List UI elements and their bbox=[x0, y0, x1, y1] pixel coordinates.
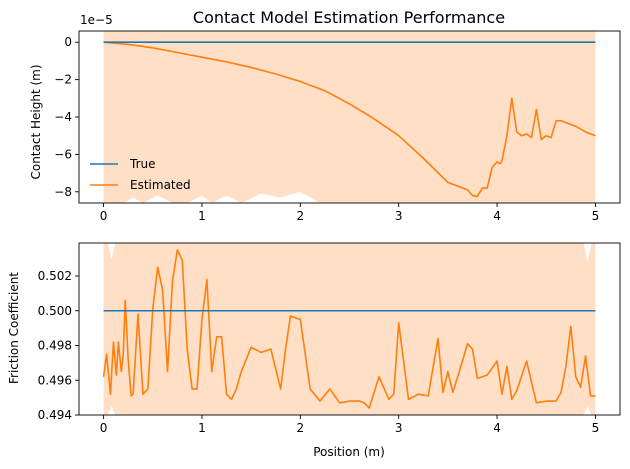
y-tick-label: 0.500 bbox=[38, 304, 72, 318]
top-offset-label: 1e−5 bbox=[80, 13, 113, 27]
axes-frame bbox=[78, 242, 621, 416]
x-tick-label: 5 bbox=[592, 421, 600, 435]
bottom-axes: 0 1 2 3 4 5 0.494 0.496 0.498 0.500 0.502 bbox=[38, 242, 621, 435]
uncertainty-band bbox=[103, 31, 596, 203]
x-tick-label: 2 bbox=[296, 209, 304, 223]
top-ylabel: Contact Height (m) bbox=[29, 64, 43, 179]
legend: True Estimated bbox=[90, 157, 191, 192]
legend-label: True bbox=[129, 157, 156, 171]
y-tick-label: 0.498 bbox=[38, 339, 72, 353]
chart-title: Contact Model Estimation Performance bbox=[193, 8, 505, 27]
bottom-ylabel: Friction Coefficient bbox=[7, 272, 21, 384]
y-tick-label: 0.502 bbox=[38, 269, 72, 283]
x-tick-label: 5 bbox=[592, 209, 600, 223]
x-tick-label: 0 bbox=[100, 209, 108, 223]
y-tick-label: 0.496 bbox=[38, 373, 72, 387]
y-tick-label: −8 bbox=[54, 185, 72, 199]
series-estimated bbox=[102, 249, 596, 409]
x-tick-label: 2 bbox=[296, 421, 304, 435]
y-tick-label: −2 bbox=[54, 73, 72, 87]
x-tick-label: 1 bbox=[198, 209, 206, 223]
y-tick-label: −4 bbox=[54, 110, 72, 124]
y-tick-label: 0 bbox=[64, 35, 72, 49]
x-tick-label: 3 bbox=[395, 209, 403, 223]
x-tick-label: 0 bbox=[100, 421, 108, 435]
x-tick-label: 3 bbox=[395, 421, 403, 435]
plot-area bbox=[102, 243, 596, 415]
y-tick-label: −6 bbox=[54, 147, 72, 161]
x-tick-label: 4 bbox=[493, 421, 501, 435]
legend-label: Estimated bbox=[130, 178, 191, 192]
bottom-xlabel: Position (m) bbox=[313, 445, 385, 459]
series-estimated bbox=[103, 41, 596, 198]
x-tick-label: 1 bbox=[198, 421, 206, 435]
uncertainty-band bbox=[103, 243, 596, 415]
plot-area bbox=[103, 31, 596, 203]
top-axes: 0 1 2 3 4 5 0 −2 −4 −6 −8 True Estimated bbox=[54, 30, 621, 223]
x-tick-label: 4 bbox=[493, 209, 501, 223]
y-tick-label: 0.494 bbox=[38, 408, 72, 422]
